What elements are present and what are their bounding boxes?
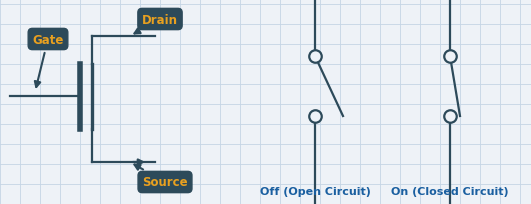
Text: Off (Open Circuit): Off (Open Circuit) [260, 186, 371, 196]
Text: Gate: Gate [32, 33, 64, 88]
Text: Drain: Drain [134, 13, 178, 34]
Text: On (Closed Circuit): On (Closed Circuit) [391, 186, 509, 196]
Text: Source: Source [134, 165, 188, 188]
